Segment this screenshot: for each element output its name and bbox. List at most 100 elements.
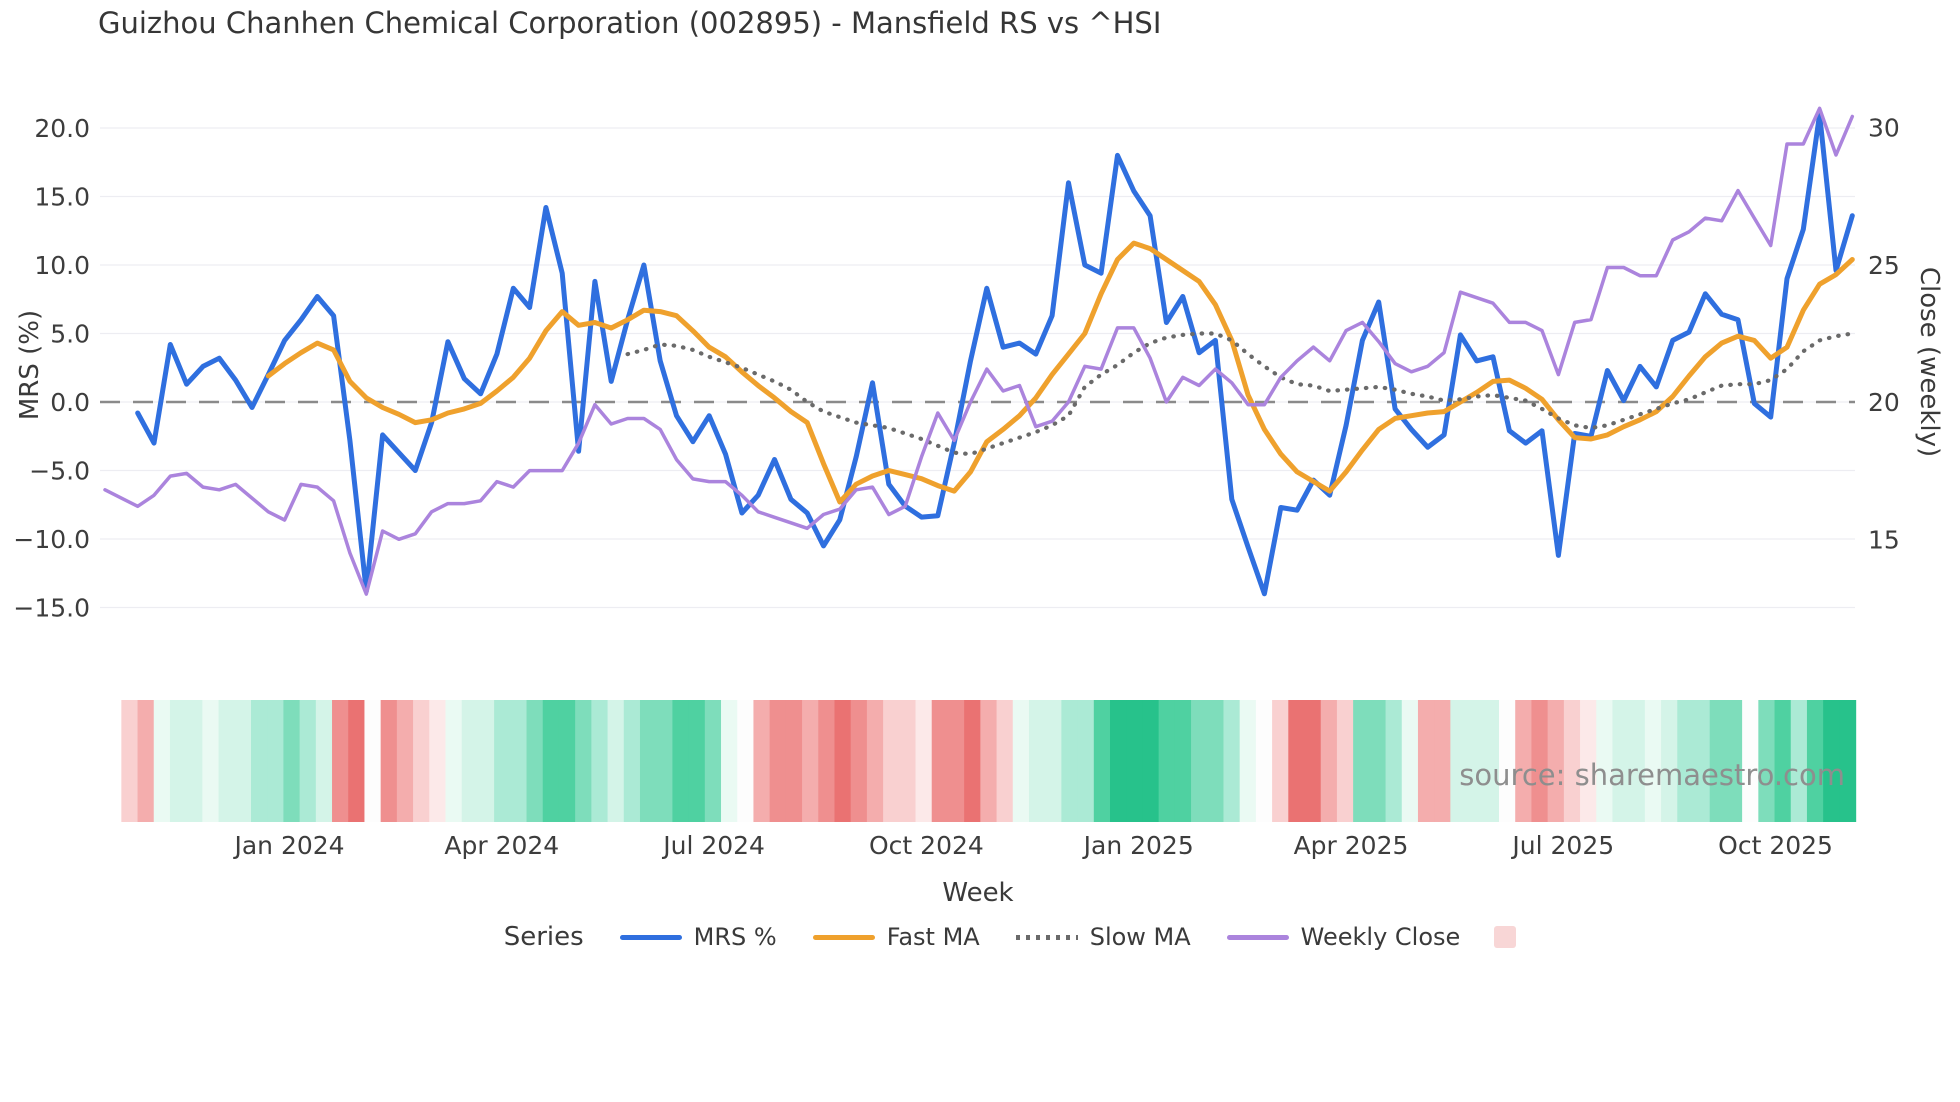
heatmap-cell	[413, 700, 430, 822]
heatmap-cell	[1336, 700, 1354, 822]
heatmap-cell	[802, 700, 819, 822]
x-axis-tick: Jul 2025	[1510, 831, 1614, 860]
heatmap-cell	[1661, 700, 1678, 822]
series-line-slow-ma	[625, 331, 1855, 457]
heatmap-cell	[1028, 700, 1046, 822]
heatmap-cell	[1239, 700, 1257, 822]
heatmap-cell	[1417, 700, 1435, 822]
heatmap-cell	[1012, 700, 1030, 822]
heatmap-cell	[899, 700, 917, 822]
heatmap-cell	[785, 700, 803, 822]
heatmap-cell	[850, 700, 868, 822]
heatmap-cell	[1385, 700, 1403, 822]
heatmap-cell	[299, 700, 317, 822]
y-axis-tick-left: −10.0	[13, 525, 90, 554]
heatmap-cell	[1774, 700, 1792, 822]
heatmap-cell	[1547, 700, 1565, 822]
heatmap-cell	[1790, 700, 1808, 822]
heatmap-cell	[672, 700, 690, 822]
heatmap-cell	[656, 700, 673, 822]
heatmap-cell	[1677, 700, 1695, 822]
heatmap-cell	[947, 700, 965, 822]
heatmap-cell	[1823, 700, 1840, 822]
heatmap-cell	[558, 700, 576, 822]
legend-title: Series	[503, 922, 584, 952]
heatmap-cell	[1466, 700, 1484, 822]
heatmap-cell	[1515, 700, 1533, 822]
heatmap-cell	[623, 700, 641, 822]
heatmap-cell	[1709, 700, 1727, 822]
heatmap-cell	[315, 700, 333, 822]
legend-item-weekly-close: Weekly Close	[1226, 923, 1460, 951]
heatmap-cell	[575, 700, 592, 822]
heatmap-cell	[737, 700, 755, 822]
heatmap-cell	[769, 700, 787, 822]
heatmap-cell	[1077, 700, 1095, 822]
legend-item-label: Slow MA	[1089, 923, 1191, 951]
y-axis-tick-left: 0.0	[50, 388, 90, 417]
y-axis-tick-left: 5.0	[50, 320, 90, 349]
heatmap-cell	[1353, 700, 1370, 822]
heatmap-cell	[1563, 700, 1581, 822]
heatmap-cell	[526, 700, 544, 822]
y-axis-tick-left: −15.0	[13, 594, 90, 623]
y-axis-tick-left: 15.0	[34, 183, 90, 212]
y-axis-tick-right: 15	[1868, 525, 1900, 554]
heatmap-cell	[218, 700, 236, 822]
y-axis-tick-right: 20	[1868, 388, 1900, 417]
heatmap-cell	[348, 700, 366, 822]
heatmap-cell	[607, 700, 625, 822]
heatmap-cell	[332, 700, 349, 822]
series-line-weekly-close	[103, 106, 1855, 596]
heatmap-cell	[1531, 700, 1549, 822]
legend-item-label: Fast MA	[886, 923, 980, 951]
heatmap-cell	[1110, 700, 1127, 822]
heatmap-cell	[1596, 700, 1614, 822]
heatmap-cell	[1725, 700, 1743, 822]
heatmap-cell	[283, 700, 301, 822]
heatmap-cell	[1499, 700, 1516, 822]
series-line-mrs-	[135, 111, 1855, 597]
legend-heatmap-swatch	[1494, 926, 1517, 948]
heatmap-cell	[1742, 700, 1759, 822]
heatmap-cell	[1628, 700, 1646, 822]
heatmap-cell	[591, 700, 609, 822]
heatmap-cell	[542, 700, 560, 822]
legend-swatch	[619, 934, 682, 940]
heatmap-cell	[1207, 700, 1225, 822]
legend: Series MRS % Fast MA Slow MA Weekly Close	[0, 922, 1960, 952]
heatmap-cell	[1158, 700, 1176, 822]
heatmap-cell	[364, 700, 382, 822]
x-axis-tick: Oct 2025	[1718, 831, 1833, 860]
heatmap-cell	[137, 700, 155, 822]
heatmap-cell	[1644, 700, 1662, 822]
y-axis-tick-left: 20.0	[34, 114, 90, 143]
heatmap-cell	[461, 700, 479, 822]
heatmap-cell	[1061, 700, 1079, 822]
source-watermark: source: sharemaestro.com	[1459, 758, 1845, 792]
legend-swatch	[812, 934, 875, 940]
heatmap-cell	[169, 700, 187, 822]
x-axis-tick: Oct 2024	[869, 831, 984, 860]
heatmap-cell	[1093, 700, 1111, 822]
heatmap-cell	[1612, 700, 1630, 822]
heatmap-cell	[1369, 700, 1387, 822]
heatmap-cell	[153, 700, 171, 822]
heatmap-cell	[1401, 700, 1419, 822]
series-line-fast-ma	[265, 240, 1855, 505]
heatmap-cell	[1304, 700, 1322, 822]
heatmap-cell	[186, 700, 203, 822]
heatmap-cell	[721, 700, 738, 822]
heatmap-cell	[1174, 700, 1192, 822]
heatmap-cell	[234, 700, 252, 822]
heatmap-cell	[964, 700, 981, 822]
heatmap-cell	[1806, 700, 1824, 822]
legend-swatch	[1015, 934, 1078, 940]
heatmap-cell	[1045, 700, 1062, 822]
heatmap-cell	[753, 700, 771, 822]
heatmap-cell	[1272, 700, 1289, 822]
heatmap-cell	[494, 700, 511, 822]
heatmap-cell	[1288, 700, 1306, 822]
heatmap-cell	[639, 700, 657, 822]
y-axis-tick-left: −5.0	[29, 457, 90, 486]
